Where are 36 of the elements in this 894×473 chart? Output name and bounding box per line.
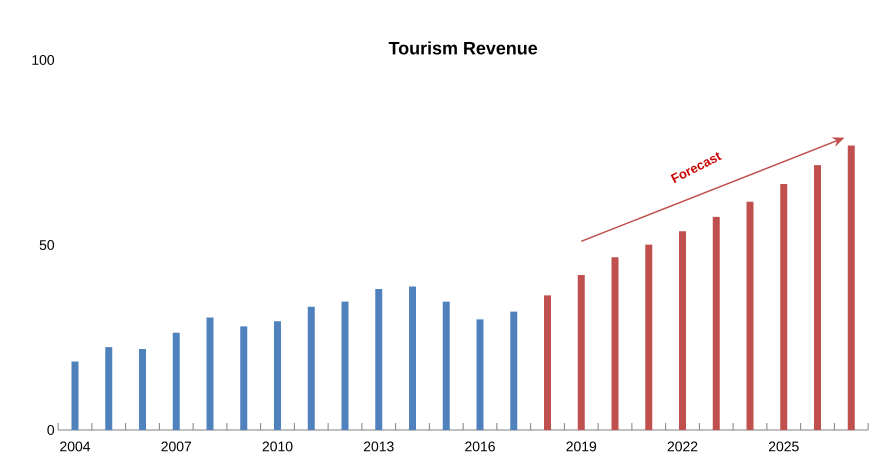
bar: [172, 332, 180, 430]
bar: [780, 184, 788, 430]
bar: [409, 286, 416, 430]
x-tick-label: 2004: [60, 442, 90, 452]
x-tick-label: 2013: [364, 442, 394, 452]
x-tick-label: 2010: [262, 442, 292, 452]
bar: [72, 362, 78, 430]
bar: [476, 319, 484, 430]
bar: [105, 347, 112, 430]
bar: [274, 321, 282, 430]
chart-title: Tourism Revenue: [388, 41, 538, 54]
x-tick-label: 2025: [768, 442, 799, 452]
bar: [645, 244, 652, 430]
y-tick-label: 0: [47, 425, 54, 435]
bar: [308, 306, 315, 430]
bar: [746, 202, 754, 430]
y-tick-label: 50: [40, 240, 54, 250]
bar: [240, 326, 248, 430]
bar: [139, 348, 146, 430]
bar: [578, 274, 585, 430]
bar: [206, 318, 214, 430]
bar: [814, 165, 822, 430]
bar: [679, 231, 686, 430]
bar: [442, 302, 450, 430]
x-tick-label: 2016: [465, 442, 495, 452]
bar: [375, 289, 382, 430]
bar: [544, 295, 552, 430]
bar: [848, 145, 855, 430]
bar: [712, 216, 720, 430]
x-tick-label: 2022: [668, 442, 698, 452]
bar: [342, 302, 349, 430]
bar: [612, 257, 619, 430]
x-tick-label: 2007: [161, 442, 192, 452]
y-tick-label: 100: [32, 55, 54, 65]
x-tick-label: 2019: [566, 442, 596, 452]
bar: [510, 312, 518, 430]
